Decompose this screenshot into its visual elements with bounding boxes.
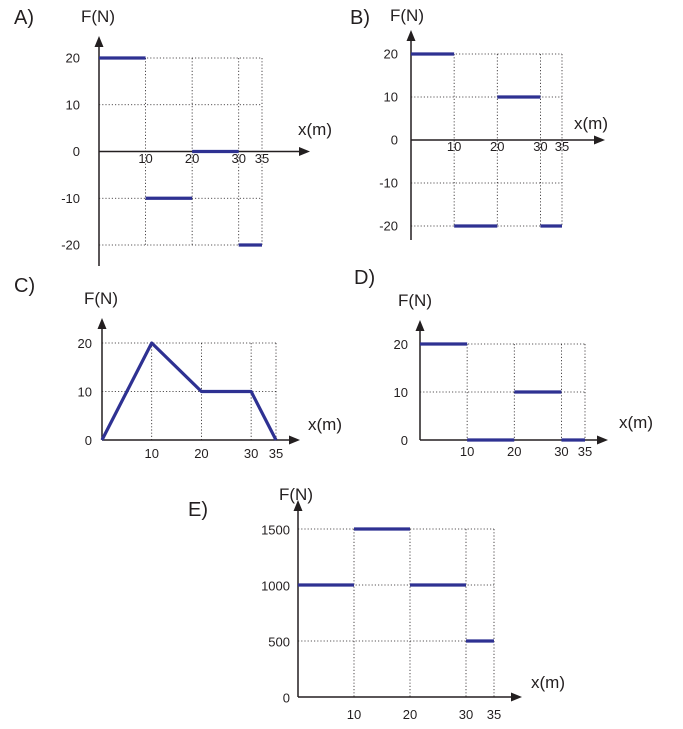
y-tick-label: 10 bbox=[394, 385, 408, 400]
panel-label: E) bbox=[188, 499, 208, 521]
x-tick-label: 20 bbox=[490, 139, 504, 154]
y-tick-label: 20 bbox=[78, 336, 92, 351]
data-segment bbox=[100, 341, 278, 441]
x-axis-label: x(m) bbox=[308, 415, 342, 434]
x-axis-label: x(m) bbox=[298, 120, 332, 139]
x-tick-label: 10 bbox=[447, 139, 461, 154]
x-axis-arrow bbox=[594, 135, 605, 145]
y-tick-label: 0 bbox=[73, 144, 80, 159]
y-axis-arrow bbox=[406, 30, 416, 41]
y-tick-label: -20 bbox=[61, 238, 80, 253]
x-tick-label: 35 bbox=[269, 446, 283, 461]
y-tick-label: 10 bbox=[78, 384, 92, 399]
y-axis-arrow bbox=[97, 318, 107, 329]
x-tick-label: 10 bbox=[144, 446, 158, 461]
x-tick-label: 30 bbox=[244, 446, 258, 461]
y-tick-label: 500 bbox=[268, 634, 290, 649]
x-axis-arrow bbox=[511, 692, 522, 702]
y-tick-label: 20 bbox=[394, 337, 408, 352]
y-axis-label: F(N) bbox=[279, 485, 313, 504]
y-tick-label: 10 bbox=[66, 97, 80, 112]
x-axis-label: x(m) bbox=[619, 413, 653, 432]
y-tick-label: 0 bbox=[283, 690, 290, 705]
x-tick-label: 30 bbox=[554, 444, 568, 459]
y-axis-label: F(N) bbox=[81, 7, 115, 26]
y-axis-label: F(N) bbox=[398, 291, 432, 310]
y-axis-label: F(N) bbox=[390, 6, 424, 25]
x-tick-label: 30 bbox=[459, 707, 473, 722]
y-tick-label: -10 bbox=[61, 191, 80, 206]
y-axis-label: F(N) bbox=[84, 289, 118, 308]
y-tick-label: 1000 bbox=[261, 578, 290, 593]
y-tick-label: 20 bbox=[384, 47, 398, 62]
chart-panel-a: 10 20 30 35 20 10 0 -10 -20 A) F(N) x(m) bbox=[14, 7, 332, 266]
y-axis-arrow bbox=[94, 36, 104, 47]
y-axis-arrow bbox=[293, 500, 303, 511]
x-tick-label: 30 bbox=[231, 151, 245, 166]
x-axis-label: x(m) bbox=[531, 673, 565, 692]
x-tick-label: 30 bbox=[533, 139, 547, 154]
panel-label: C) bbox=[14, 275, 35, 297]
y-tick-label: 0 bbox=[85, 433, 92, 448]
chart-panel-d: 10 20 30 35 20 10 0 D) F(N) x(m) bbox=[354, 267, 653, 459]
y-tick-label: 0 bbox=[391, 133, 398, 148]
x-axis-arrow bbox=[299, 147, 310, 156]
chart-panel-b: 10 20 30 35 20 10 0 -10 -20 B) F(N) x(m) bbox=[350, 6, 608, 240]
x-tick-label: 35 bbox=[487, 707, 501, 722]
chart-panel-c: 10 20 30 35 20 10 0 C) F(N) x(m) bbox=[14, 275, 342, 461]
y-axis-arrow bbox=[415, 320, 425, 331]
x-tick-label: 10 bbox=[138, 151, 152, 166]
x-tick-label: 35 bbox=[255, 151, 269, 166]
y-tick-label: -10 bbox=[379, 176, 398, 191]
x-tick-label: 20 bbox=[194, 446, 208, 461]
panel-label: B) bbox=[350, 7, 370, 29]
x-axis-label: x(m) bbox=[574, 114, 608, 133]
x-tick-label: 35 bbox=[555, 139, 569, 154]
y-tick-label: 10 bbox=[384, 90, 398, 105]
chart-panel-e: 10 20 30 35 1500 1000 500 0 E) F(N) x(m) bbox=[188, 485, 565, 722]
x-tick-label: 10 bbox=[460, 444, 474, 459]
x-tick-label: 20 bbox=[507, 444, 521, 459]
panel-label: A) bbox=[14, 7, 34, 29]
x-tick-label: 35 bbox=[578, 444, 592, 459]
x-tick-label: 20 bbox=[403, 707, 417, 722]
x-axis-arrow bbox=[289, 435, 300, 445]
x-tick-label: 20 bbox=[185, 151, 199, 166]
y-tick-label: -20 bbox=[379, 219, 398, 234]
panel-label: D) bbox=[354, 267, 375, 289]
x-tick-label: 10 bbox=[347, 707, 361, 722]
x-axis-arrow bbox=[597, 435, 608, 445]
y-tick-label: 20 bbox=[66, 51, 80, 66]
y-tick-label: 0 bbox=[401, 433, 408, 448]
y-tick-label: 1500 bbox=[261, 522, 290, 537]
